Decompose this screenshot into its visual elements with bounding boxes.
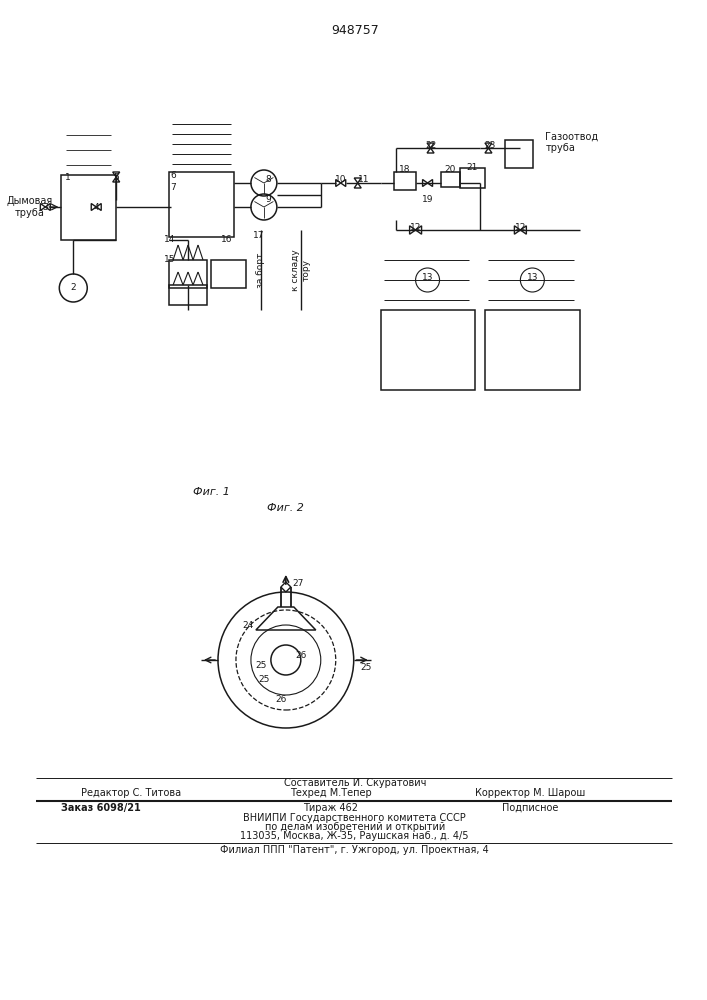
Text: Филиал ППП "Патент", г. Ужгород, ул. Проектная, 4: Филиал ППП "Патент", г. Ужгород, ул. Про… <box>221 845 489 855</box>
Text: Дымовая
труба: Дымовая труба <box>6 196 52 218</box>
Text: 2: 2 <box>71 284 76 292</box>
Text: 22: 22 <box>425 140 436 149</box>
Text: 6: 6 <box>170 170 176 180</box>
Text: 25: 25 <box>360 664 371 672</box>
Text: 1: 1 <box>66 174 71 182</box>
Bar <box>169 172 234 237</box>
Bar <box>380 310 476 390</box>
Text: за борт: за борт <box>257 252 265 288</box>
Text: 16: 16 <box>221 235 233 244</box>
Bar <box>394 172 416 190</box>
Bar <box>460 168 486 188</box>
Text: 26: 26 <box>275 696 286 704</box>
Text: Техред М.Тепер: Техред М.Тепер <box>290 788 372 798</box>
Text: 21: 21 <box>467 163 478 172</box>
Text: Корректор М. Шарош: Корректор М. Шарош <box>475 788 585 798</box>
Text: 12: 12 <box>515 224 526 232</box>
Text: Заказ 6098/21: Заказ 6098/21 <box>62 803 141 813</box>
Text: Редактор С. Титова: Редактор С. Титова <box>81 788 181 798</box>
Text: по делам изобретений и открытий: по делам изобретений и открытий <box>264 822 445 832</box>
Text: 9: 9 <box>265 196 271 205</box>
Bar <box>62 175 116 240</box>
Text: 25: 25 <box>255 660 267 670</box>
Bar <box>440 172 460 187</box>
Text: Составитель И. Скуратович: Составитель И. Скуратович <box>284 778 426 788</box>
Text: 14: 14 <box>165 235 176 244</box>
Bar <box>486 310 580 390</box>
Text: 19: 19 <box>422 196 433 205</box>
Text: 24: 24 <box>243 620 254 630</box>
Bar <box>506 140 533 168</box>
Text: 15: 15 <box>164 255 176 264</box>
Text: 8: 8 <box>265 176 271 184</box>
Text: 7: 7 <box>170 182 176 192</box>
Text: 3: 3 <box>42 202 48 212</box>
Text: 20: 20 <box>445 165 456 174</box>
Text: 27: 27 <box>292 580 303 588</box>
Text: 25: 25 <box>258 676 269 684</box>
Text: 4: 4 <box>93 202 99 212</box>
Text: 10: 10 <box>335 176 346 184</box>
Text: ВНИИПИ Государственного комитета СССР: ВНИИПИ Государственного комитета СССР <box>243 813 466 823</box>
Bar <box>211 260 246 288</box>
Text: 948757: 948757 <box>331 23 378 36</box>
Text: 113035, Москва, Ж-35, Раушская наб., д. 4/5: 113035, Москва, Ж-35, Раушская наб., д. … <box>240 831 469 841</box>
Text: Фиг. 2: Фиг. 2 <box>267 503 304 513</box>
Text: к складу
тору: к складу тору <box>291 249 310 291</box>
Text: 23: 23 <box>485 140 496 149</box>
Text: 13: 13 <box>422 273 433 282</box>
Text: 18: 18 <box>399 165 410 174</box>
Text: 26: 26 <box>295 650 307 660</box>
Bar <box>169 260 207 288</box>
Text: 17: 17 <box>253 231 264 239</box>
Text: 5: 5 <box>113 172 119 182</box>
Text: Тираж 462: Тираж 462 <box>303 803 358 813</box>
Text: Подписное: Подписное <box>502 803 559 813</box>
Bar <box>169 285 207 305</box>
Text: 12: 12 <box>410 224 421 232</box>
Text: Газоотвод
труба: Газоотвод труба <box>545 131 598 153</box>
Text: 11: 11 <box>358 176 370 184</box>
Text: Фиг. 1: Фиг. 1 <box>192 487 230 497</box>
Text: 13: 13 <box>527 273 538 282</box>
